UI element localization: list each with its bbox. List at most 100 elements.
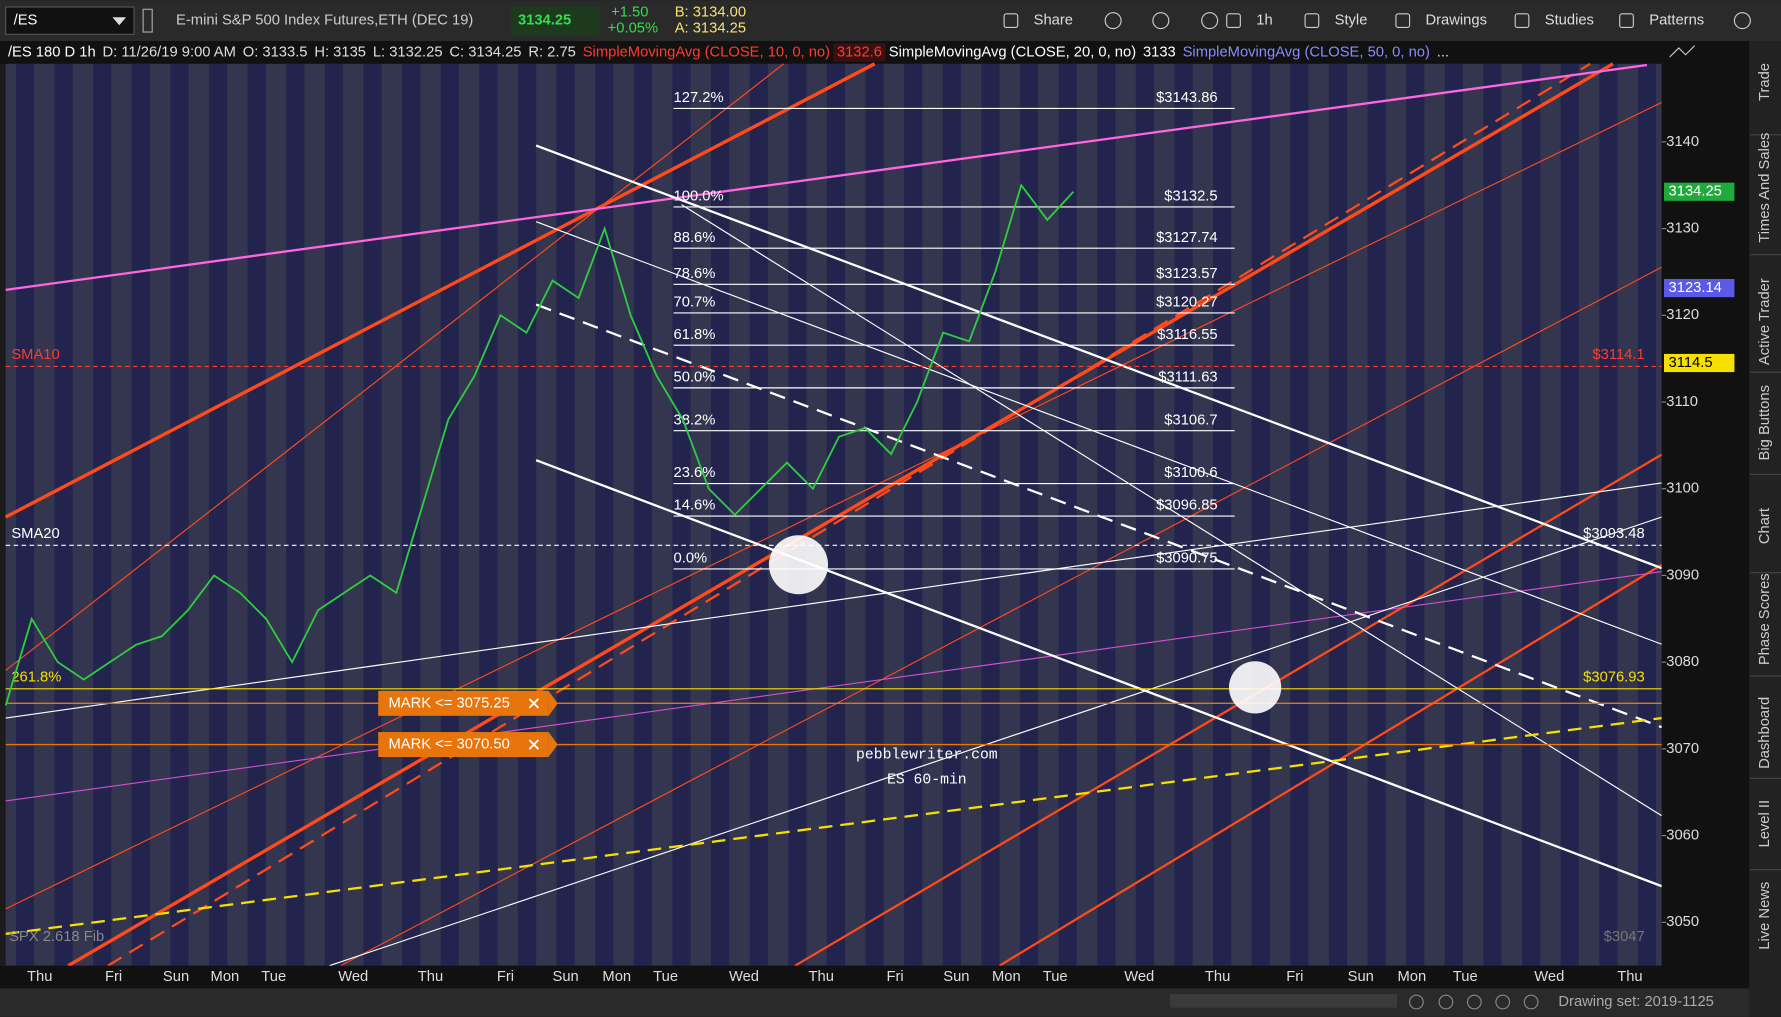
x-tick-label: Wed [338, 969, 368, 985]
trendline [5, 63, 1648, 291]
side-tab[interactable]: Level II [1757, 800, 1773, 848]
session-stripe [517, 63, 537, 966]
toolbar-icon [1514, 13, 1530, 29]
mark-close[interactable] [528, 698, 540, 709]
x-tick-label: Mon [602, 969, 631, 985]
session-stripe [1097, 63, 1116, 966]
toolbar-button[interactable]: Studies [1545, 13, 1594, 29]
watermark: ES 60-min [887, 772, 967, 788]
x-tick-label: Tue [1453, 969, 1478, 985]
side-tab[interactable]: Chart [1757, 508, 1773, 544]
x-tick-label: Fri [1286, 969, 1303, 985]
x-tick-label: Tue [653, 969, 678, 985]
fib-price: $3116.55 [1157, 327, 1217, 343]
toolbar-icon[interactable] [1733, 12, 1751, 30]
toolbar-bg [0, 0, 1781, 42]
session-stripe [1290, 63, 1309, 966]
toolbar-icon[interactable] [1104, 12, 1122, 30]
description: E-mini S&P 500 Index Futures,ETH (DEC 19… [176, 13, 473, 29]
side-tab[interactable]: Live News [1757, 882, 1773, 950]
toolbar-button[interactable]: Share [1034, 13, 1073, 29]
study-name: SimpleMovingAvg (CLOSE, 20, 0, no) [889, 44, 1136, 60]
level-label: 261.8% [11, 669, 61, 685]
symbol-box[interactable] [5, 6, 135, 35]
last-price: 3134.25 [518, 13, 571, 29]
side-tab[interactable]: Big Buttons [1757, 385, 1773, 460]
zoom-icon[interactable] [1466, 994, 1482, 1010]
x-tick-label: Mon [211, 969, 240, 985]
side-tab[interactable]: Active Trader [1757, 278, 1773, 365]
trendline [998, 563, 1663, 967]
side-tab[interactable]: Dashboard [1757, 697, 1773, 769]
session-stripe [1483, 63, 1502, 966]
toolbar-icon [1003, 13, 1019, 29]
watermark: pebblewriter.com [856, 747, 998, 763]
session-stripe [1599, 63, 1618, 966]
y-tick-label: 3130 [1666, 220, 1699, 236]
zoom-icon[interactable] [1409, 994, 1424, 1010]
scrollbar[interactable] [1169, 994, 1398, 1008]
side-bar-bg [1749, 41, 1781, 1017]
trendline [5, 63, 785, 671]
y-tick-label: 3110 [1666, 394, 1698, 410]
zoom-icon[interactable] [1495, 994, 1511, 1010]
study-value-box [833, 43, 886, 62]
zoom-icon[interactable] [1438, 994, 1454, 1010]
price-line [4, 183, 1075, 706]
status-bar-bg [0, 988, 1750, 1017]
toolbar-button[interactable]: Patterns [1649, 13, 1704, 29]
trendline [5, 716, 1662, 935]
session-stripe [865, 63, 884, 966]
side-tab[interactable]: Trade [1757, 63, 1773, 101]
x-tick-label: Fri [105, 969, 122, 985]
session-stripe [131, 63, 150, 966]
mark-arrow [548, 690, 558, 716]
session-stripe [1560, 63, 1579, 966]
side-tab[interactable]: Times And Sales [1757, 133, 1773, 243]
zoom-icon[interactable] [1523, 994, 1539, 1010]
session-stripe [633, 63, 652, 966]
x-tick-label: Mon [1397, 969, 1426, 985]
session-stripe [595, 63, 614, 966]
session-stripe [981, 63, 1000, 966]
mark-box[interactable] [378, 732, 549, 758]
fib-price: $3120.27 [1156, 295, 1218, 311]
info-item: O: 3133.5 [243, 44, 308, 60]
mark-close[interactable] [528, 739, 540, 750]
session-stripe [93, 63, 112, 966]
toolbar-icon[interactable] [1201, 12, 1219, 30]
fib-label: 23.6% [674, 465, 716, 481]
mark-label: MARK <= 3070.50 [388, 736, 509, 752]
toolbar-button[interactable]: 1h [1256, 13, 1272, 29]
axis-icon[interactable] [1669, 45, 1696, 58]
y-tick-label: 3100 [1666, 481, 1699, 497]
level-price: $3047 [1604, 929, 1645, 945]
mark-box[interactable] [378, 690, 549, 716]
side-tab[interactable]: Phase Scores [1757, 573, 1773, 665]
session-stripe [556, 63, 575, 966]
ask: A: 3134.25 [675, 21, 746, 37]
fib-label: 61.8% [674, 327, 716, 343]
toolbar-icon[interactable] [1152, 12, 1170, 30]
price-badge [1664, 278, 1735, 298]
session-stripe [324, 63, 344, 966]
session-stripe [1251, 63, 1270, 966]
price-badge [1664, 182, 1735, 201]
status: Drawing set: 2019-1125 [1558, 994, 1714, 1010]
x-tick-label: Sun [553, 969, 579, 985]
toolbar-button[interactable]: Style [1335, 13, 1368, 29]
link-icon[interactable] [142, 8, 153, 33]
x-tick-label: Fri [497, 969, 514, 985]
symbol[interactable]: /ES [14, 13, 38, 29]
toolbar-button[interactable]: Drawings [1425, 13, 1486, 29]
fib-label: 88.6% [674, 230, 716, 246]
session-stripe [479, 63, 498, 966]
study-name: SimpleMovingAvg (CLOSE, 50, 0, no) [1183, 44, 1430, 60]
fib-price: $3127.74 [1156, 230, 1218, 246]
x-tick-label: Sun [163, 969, 189, 985]
x-tick-label: Tue [261, 969, 286, 985]
toolbar-icon [1395, 13, 1411, 29]
trendline [340, 266, 1663, 967]
study-value-box [1139, 43, 1180, 62]
